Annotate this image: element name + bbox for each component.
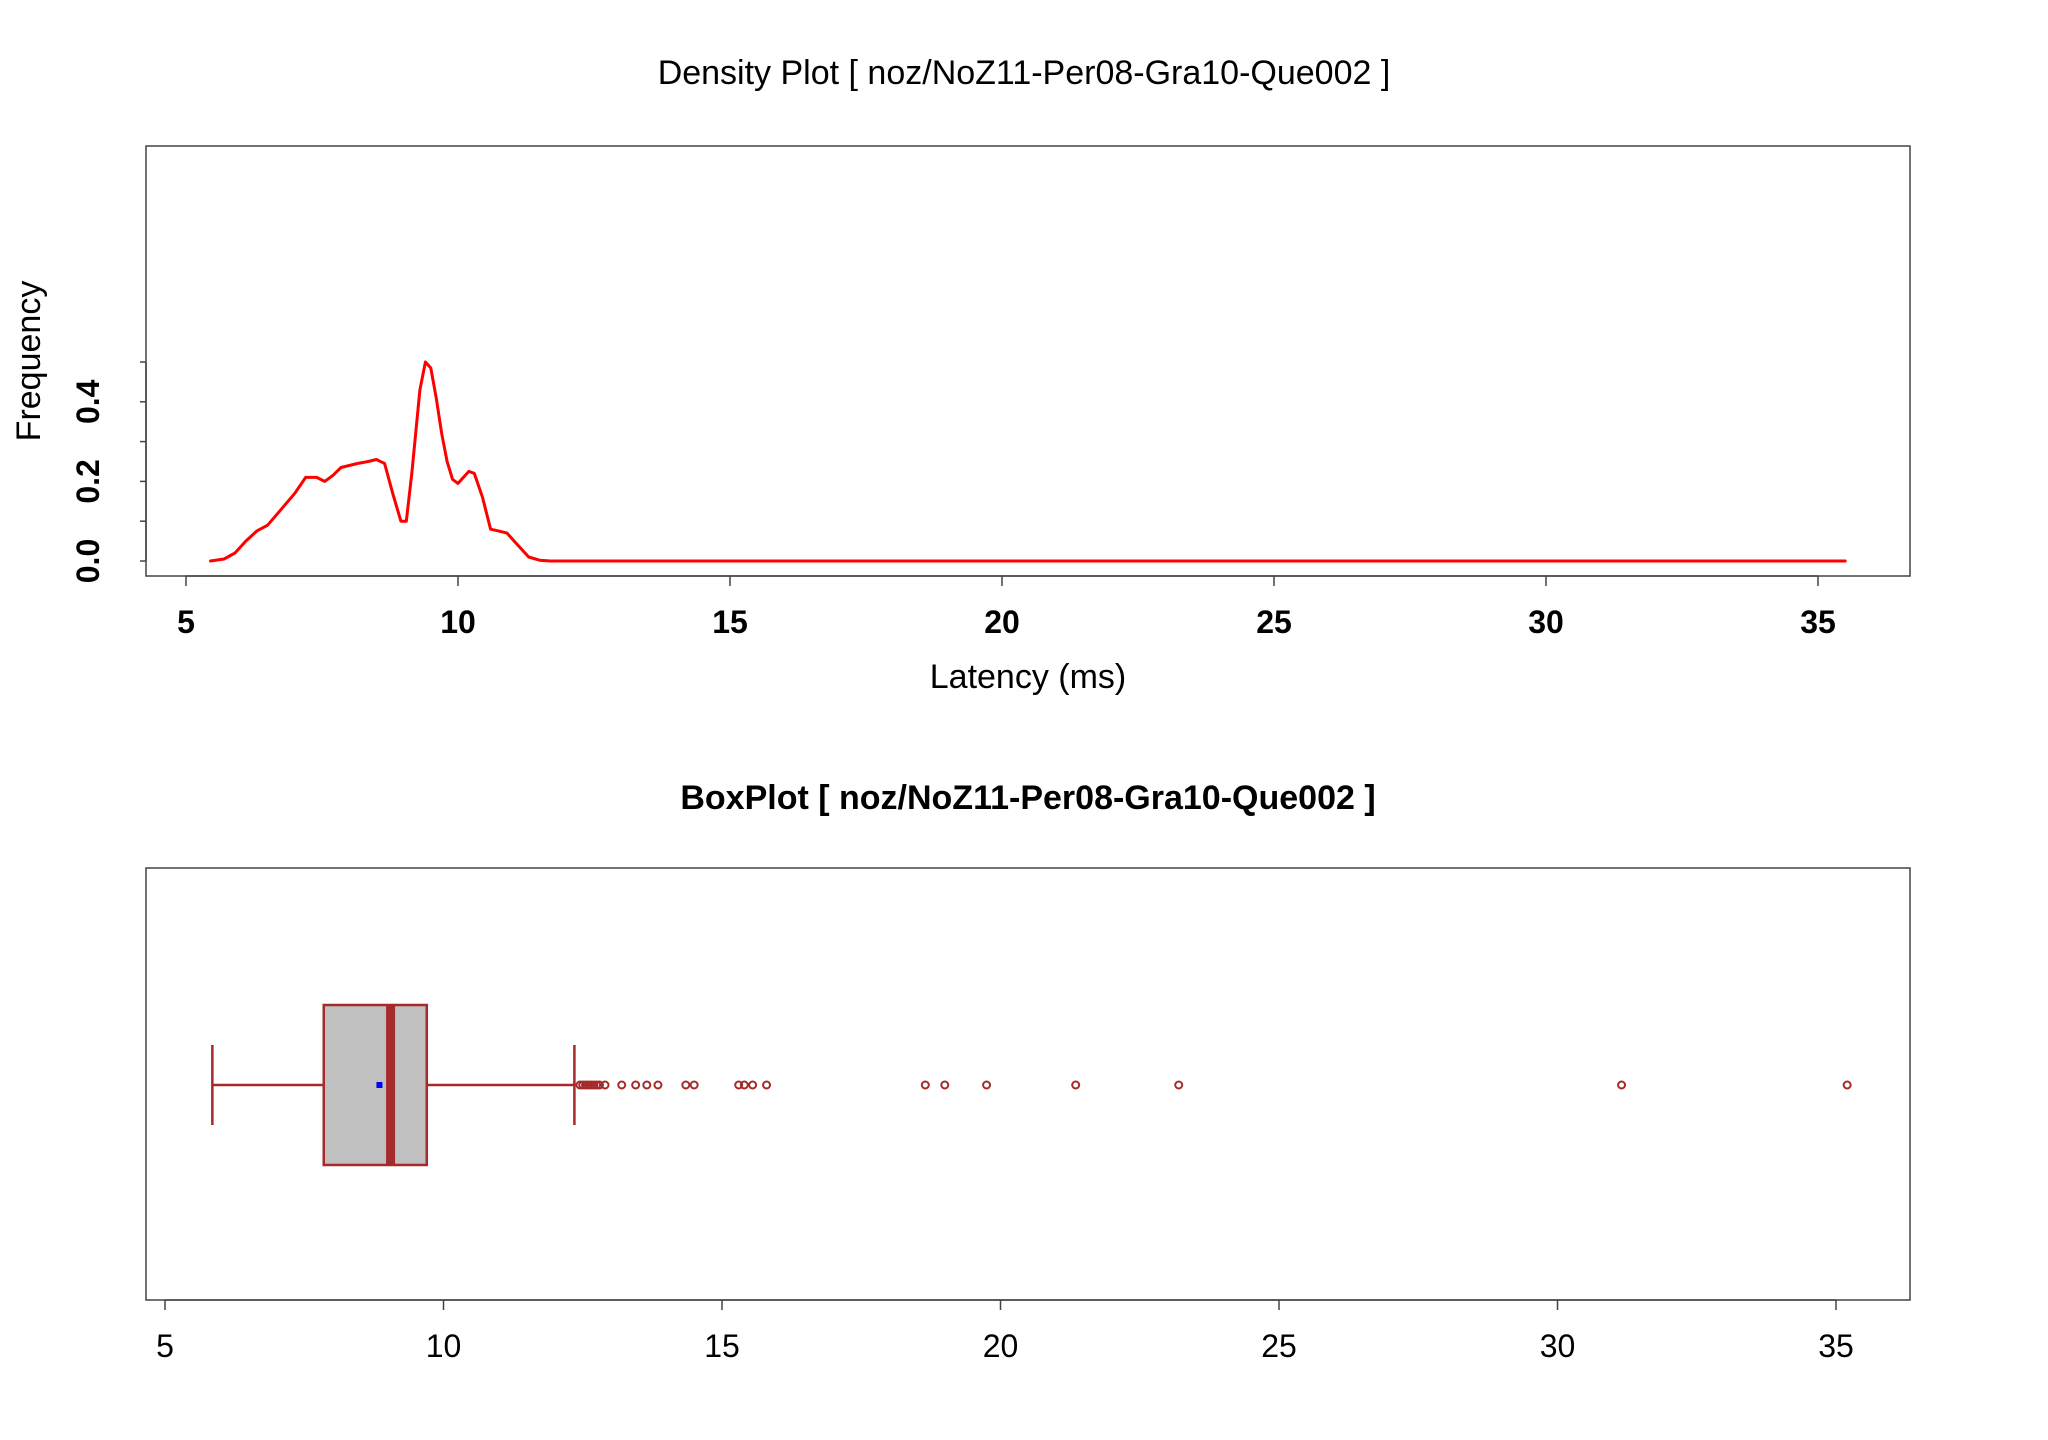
density-y-axis-label: Frequency <box>10 281 48 442</box>
boxplot-box <box>322 1003 429 1167</box>
boxplot-outlier-point <box>681 1080 691 1090</box>
boxplot-outlier-point <box>762 1080 772 1090</box>
density-y-tick-label: 0.2 <box>70 459 106 503</box>
boxplot-outlier-point <box>617 1080 627 1090</box>
boxplot-outlier-point <box>594 1080 604 1090</box>
boxplot-x-tick-label: 25 <box>1261 1328 1297 1364</box>
boxplot-x-tick-label: 15 <box>704 1328 740 1364</box>
density-x-tick-label: 20 <box>984 604 1020 640</box>
density-x-tick-label: 15 <box>712 604 748 640</box>
boxplot-outlier-point <box>982 1080 992 1090</box>
boxplot-outlier-point <box>642 1080 652 1090</box>
boxplot-outlier-point <box>689 1080 699 1090</box>
boxplot-outlier-point <box>748 1080 758 1090</box>
boxplot-marks <box>211 1003 1852 1167</box>
boxplot-outlier-point <box>920 1080 930 1090</box>
boxplot-title: BoxPlot [ noz/NoZ11-Per08-Gra10-Que002 ] <box>680 779 1375 817</box>
density-x-tick-label: 30 <box>1528 604 1564 640</box>
density-y-tick-label: 0.4 <box>70 379 106 424</box>
boxplot-outlier-point <box>940 1080 950 1090</box>
boxplot-x-tick-label: 20 <box>983 1328 1019 1364</box>
density-x-tick-label: 5 <box>177 604 195 640</box>
boxplot-outlier-point <box>1071 1080 1081 1090</box>
box-plot: BoxPlot [ noz/NoZ11-Per08-Gra10-Que002 ]… <box>145 779 1911 1364</box>
boxplot-outlier-point <box>631 1080 641 1090</box>
boxplot-outlier-point <box>739 1080 749 1090</box>
boxplot-x-tick-label: 10 <box>426 1328 462 1364</box>
density-title: Density Plot [ noz/NoZ11-Per08-Gra10-Que… <box>658 54 1391 92</box>
boxplot-x-tick-label: 30 <box>1540 1328 1576 1364</box>
boxplot-x-axis: 5 10 15 20 25 30 35 <box>156 1299 1854 1364</box>
boxplot-x-tick-label: 35 <box>1818 1328 1854 1364</box>
boxplot-outlier-point <box>653 1080 663 1090</box>
boxplot-outlier-point <box>600 1080 610 1090</box>
boxplot-outlier-point <box>734 1080 744 1090</box>
density-series-line <box>209 360 1847 563</box>
density-x-axis-label: Latency (ms) <box>930 658 1127 696</box>
density-x-tick-label: 10 <box>440 604 476 640</box>
boxplot-outlier-point <box>1617 1080 1627 1090</box>
density-y-tick-label: 0.0 <box>70 539 106 583</box>
density-x-tick-label: 25 <box>1256 604 1292 640</box>
density-x-axis: 5 10 15 20 25 30 35 <box>177 575 1836 640</box>
boxplot-x-tick-label: 5 <box>156 1328 174 1364</box>
density-plot: Density Plot [ noz/NoZ11-Per08-Gra10-Que… <box>10 54 1911 696</box>
density-y-axis: 0.0 0.2 0.4 <box>70 361 147 583</box>
boxplot-mean-marker <box>376 1082 383 1088</box>
density-x-tick-label: 35 <box>1800 604 1836 640</box>
density-plot-frame <box>145 145 1911 577</box>
boxplot-outlier-point <box>1842 1080 1852 1090</box>
boxplot-outlier-point <box>1174 1080 1184 1090</box>
